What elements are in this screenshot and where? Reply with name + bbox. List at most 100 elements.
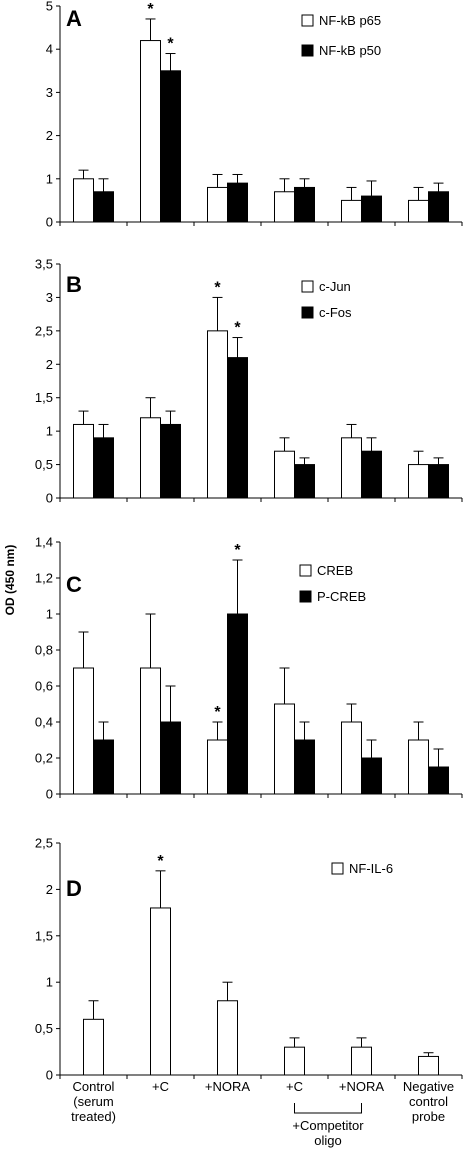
- bar: [140, 40, 161, 223]
- x-category-label: control: [409, 1094, 448, 1109]
- bar: [73, 423, 94, 499]
- bar: [140, 667, 161, 795]
- y-tick-label: 2,5: [35, 323, 53, 338]
- legend-label: NF-IL-6: [349, 861, 393, 876]
- bar: [227, 357, 248, 499]
- significance-star: *: [214, 279, 221, 296]
- y-tick-label: 0: [46, 215, 53, 230]
- bar: [294, 186, 315, 223]
- y-tick-label: 1: [46, 975, 53, 990]
- panel-d: 0 0,5 1 1,5 2 2,5 * D NF-IL-6: [35, 836, 463, 1083]
- bar: [294, 739, 315, 795]
- legend-swatch: [331, 862, 344, 875]
- y-tick-label: 4: [46, 42, 53, 57]
- legend-swatch: [301, 306, 314, 319]
- bar: [408, 739, 429, 795]
- panel-b: 0 0,5 1 1,5 2 2,5 3 3,5 * * B c-Jun c-Fos: [35, 257, 463, 506]
- x-category-label: treated): [71, 1109, 116, 1124]
- bar: [73, 667, 94, 795]
- y-tick-label: 1: [46, 171, 53, 186]
- y-tick-label: 0,5: [35, 457, 53, 472]
- y-tick-label: 0: [46, 1068, 53, 1083]
- bar: [160, 423, 181, 499]
- bar: [207, 739, 228, 795]
- y-tick-label: 2: [46, 882, 53, 897]
- legend-label: c-Fos: [319, 305, 352, 320]
- bar: [274, 450, 295, 499]
- significance-star: *: [234, 542, 241, 559]
- x-category-label: Control: [73, 1079, 115, 1094]
- y-tick-label: 0: [46, 787, 53, 802]
- bar: [284, 1046, 305, 1076]
- bar: [207, 186, 228, 223]
- bar: [351, 1046, 372, 1076]
- bar: [274, 703, 295, 795]
- bar: [227, 182, 248, 223]
- panel-letter: A: [66, 6, 82, 31]
- bar: [93, 437, 114, 499]
- y-tick-label: 5: [46, 0, 53, 14]
- bar: [207, 330, 228, 499]
- significance-star: *: [167, 36, 174, 53]
- legend-swatch: [301, 44, 314, 57]
- bar: [160, 70, 181, 223]
- bar: [83, 1018, 104, 1076]
- y-tick-label: 1,2: [35, 571, 53, 586]
- bar: [150, 907, 171, 1076]
- panel-a: 0 1 2 3 4 5 * * A NF-kB p65 NF-kB p50: [46, 0, 463, 230]
- x-category-label: Negative: [403, 1079, 454, 1094]
- panel-letter: B: [66, 272, 82, 297]
- y-tick-label: 1,5: [35, 390, 53, 405]
- bar: [361, 195, 382, 223]
- legend-swatch: [299, 590, 312, 603]
- y-tick-label: 3,5: [35, 257, 53, 272]
- panel-letter: C: [66, 572, 82, 597]
- x-category-label: probe: [412, 1109, 445, 1124]
- y-tick-label: 1: [46, 424, 53, 439]
- bar: [274, 191, 295, 223]
- significance-star: *: [147, 1, 154, 18]
- bar: [361, 450, 382, 499]
- group-label: +Competitor: [292, 1118, 364, 1133]
- group-label: oligo: [314, 1133, 341, 1148]
- y-tick-label: 2: [46, 357, 53, 372]
- x-category-label: +NORA: [205, 1079, 250, 1094]
- bar: [428, 191, 449, 223]
- y-tick-label: 1,5: [35, 928, 53, 943]
- legend-swatch: [301, 14, 314, 27]
- panel-c: 0 0,2 0,4 0,6 0,8 1 1,2 1,4 * * C CREB P-CREB: [35, 535, 463, 802]
- bar: [93, 191, 114, 223]
- y-tick-label: 0: [46, 491, 53, 506]
- x-category-label: +C: [152, 1079, 169, 1094]
- bar: [93, 739, 114, 795]
- bar: [227, 613, 248, 795]
- y-tick-label: 1,4: [35, 535, 53, 550]
- y-tick-label: 3: [46, 85, 53, 100]
- legend-label: P-CREB: [317, 589, 366, 604]
- legend-label: c-Jun: [319, 279, 351, 294]
- y-tick-label: 2: [46, 128, 53, 143]
- legend-swatch: [301, 280, 314, 293]
- y-tick-label: 0,8: [35, 643, 53, 658]
- bar: [428, 766, 449, 795]
- x-category-label: (serum: [73, 1094, 113, 1109]
- bar: [341, 721, 362, 795]
- bar: [418, 1055, 439, 1076]
- bar: [140, 417, 161, 499]
- significance-star: *: [214, 704, 221, 721]
- y-axis-label: OD (450 nm): [3, 545, 17, 616]
- legend-label: CREB: [317, 563, 353, 578]
- group-bracket: [294, 1103, 362, 1114]
- bar: [428, 464, 449, 499]
- bar: [408, 199, 429, 223]
- y-tick-label: 0,6: [35, 679, 53, 694]
- y-tick-label: 0,5: [35, 1021, 53, 1036]
- bar: [217, 1000, 238, 1076]
- y-tick-label: 2,5: [35, 836, 53, 851]
- significance-star: *: [234, 320, 241, 337]
- y-tick-label: 0,2: [35, 751, 53, 766]
- legend-label: NF-kB p50: [319, 43, 381, 58]
- bar: [341, 199, 362, 223]
